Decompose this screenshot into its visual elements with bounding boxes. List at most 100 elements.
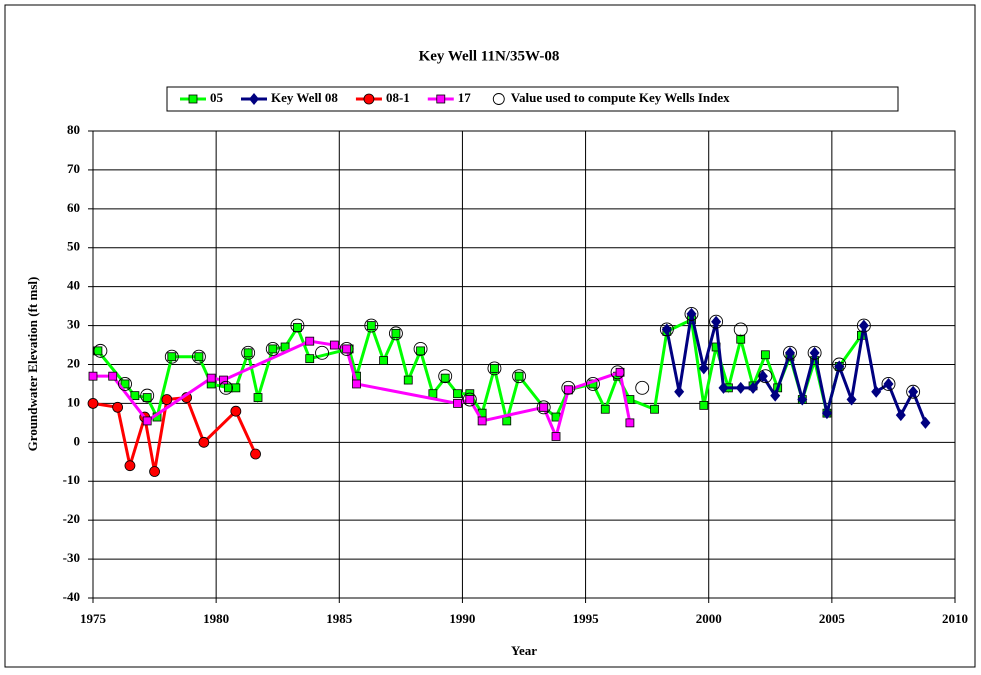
legend-label: Key Well 08 bbox=[271, 90, 338, 105]
marker bbox=[856, 318, 871, 333]
x-tick-label: 1980 bbox=[203, 611, 229, 626]
x-tick-label: 1990 bbox=[449, 611, 475, 626]
marker bbox=[188, 94, 198, 104]
marker bbox=[164, 349, 179, 364]
marker bbox=[413, 341, 428, 356]
y-tick-label: -30 bbox=[63, 550, 80, 565]
y-tick-label: 60 bbox=[67, 200, 80, 215]
marker bbox=[536, 400, 551, 415]
marker bbox=[453, 399, 462, 408]
marker bbox=[339, 341, 354, 356]
marker bbox=[908, 385, 919, 398]
marker bbox=[735, 381, 746, 394]
marker bbox=[416, 346, 425, 356]
marker bbox=[563, 385, 573, 395]
marker bbox=[784, 346, 795, 359]
marker bbox=[219, 380, 233, 395]
marker bbox=[920, 416, 931, 429]
marker bbox=[194, 352, 204, 362]
marker bbox=[224, 383, 233, 393]
marker bbox=[512, 369, 527, 384]
y-tick-label: 50 bbox=[67, 239, 80, 254]
marker bbox=[709, 314, 724, 329]
marker bbox=[93, 346, 103, 356]
marker bbox=[809, 346, 820, 359]
marker bbox=[391, 328, 401, 338]
marker bbox=[268, 344, 278, 354]
marker bbox=[807, 345, 822, 360]
marker bbox=[388, 326, 403, 341]
marker bbox=[551, 412, 561, 422]
legend-box bbox=[166, 86, 899, 112]
y-tick-label: 20 bbox=[67, 355, 80, 370]
marker bbox=[440, 373, 450, 383]
marker bbox=[118, 377, 132, 391]
marker bbox=[142, 416, 152, 426]
marker bbox=[906, 384, 921, 399]
marker bbox=[797, 393, 808, 406]
marker bbox=[551, 432, 561, 441]
marker bbox=[249, 93, 259, 105]
marker bbox=[191, 349, 206, 364]
marker bbox=[757, 370, 768, 383]
marker bbox=[290, 318, 305, 333]
x-tick-label: 2010 bbox=[942, 611, 968, 626]
legend-entry: 08-1 bbox=[355, 90, 410, 105]
marker bbox=[352, 379, 361, 389]
marker bbox=[490, 363, 499, 373]
legend-label: 05 bbox=[210, 90, 224, 105]
marker bbox=[140, 388, 155, 403]
marker bbox=[477, 416, 487, 426]
marker bbox=[760, 350, 770, 360]
marker bbox=[462, 392, 477, 407]
marker bbox=[514, 371, 524, 381]
marker bbox=[265, 341, 280, 356]
marker bbox=[88, 371, 98, 381]
marker bbox=[130, 391, 140, 401]
marker bbox=[846, 393, 857, 406]
marker bbox=[699, 400, 709, 410]
marker bbox=[108, 371, 118, 381]
x-tick-label: 2005 bbox=[819, 611, 846, 626]
marker bbox=[487, 361, 502, 376]
marker bbox=[363, 93, 375, 105]
marker bbox=[718, 381, 729, 394]
series-line bbox=[92, 395, 257, 472]
marker bbox=[379, 356, 389, 366]
marker bbox=[198, 436, 210, 448]
marker bbox=[711, 315, 722, 328]
marker bbox=[650, 404, 659, 414]
marker bbox=[342, 344, 352, 354]
marker bbox=[659, 322, 674, 337]
marker bbox=[881, 377, 896, 391]
y-axis-label: Groundwater Elevation (ft msl) bbox=[25, 277, 40, 452]
marker bbox=[453, 389, 462, 399]
marker bbox=[858, 319, 869, 332]
marker bbox=[625, 418, 635, 428]
marker bbox=[539, 402, 549, 412]
marker bbox=[315, 345, 329, 360]
marker bbox=[561, 380, 576, 395]
y-tick-label: 10 bbox=[67, 394, 80, 409]
marker bbox=[748, 381, 759, 394]
legend-label: Value used to compute Key Wells Index bbox=[511, 90, 730, 105]
x-tick-label: 1985 bbox=[326, 611, 353, 626]
marker bbox=[124, 460, 136, 472]
marker bbox=[241, 345, 256, 360]
y-tick-label: 40 bbox=[67, 278, 80, 293]
marker bbox=[253, 393, 263, 402]
marker bbox=[428, 389, 438, 399]
marker bbox=[206, 373, 216, 383]
y-tick-label: 0 bbox=[74, 433, 81, 448]
marker bbox=[149, 466, 160, 477]
y-tick-label: 80 bbox=[67, 122, 80, 137]
legend-label: 08-1 bbox=[386, 90, 410, 105]
marker bbox=[231, 383, 241, 393]
marker bbox=[834, 360, 845, 373]
marker bbox=[403, 375, 413, 385]
y-tick-label: 70 bbox=[67, 161, 80, 176]
marker bbox=[736, 334, 746, 344]
marker bbox=[329, 340, 339, 350]
marker bbox=[684, 306, 699, 321]
